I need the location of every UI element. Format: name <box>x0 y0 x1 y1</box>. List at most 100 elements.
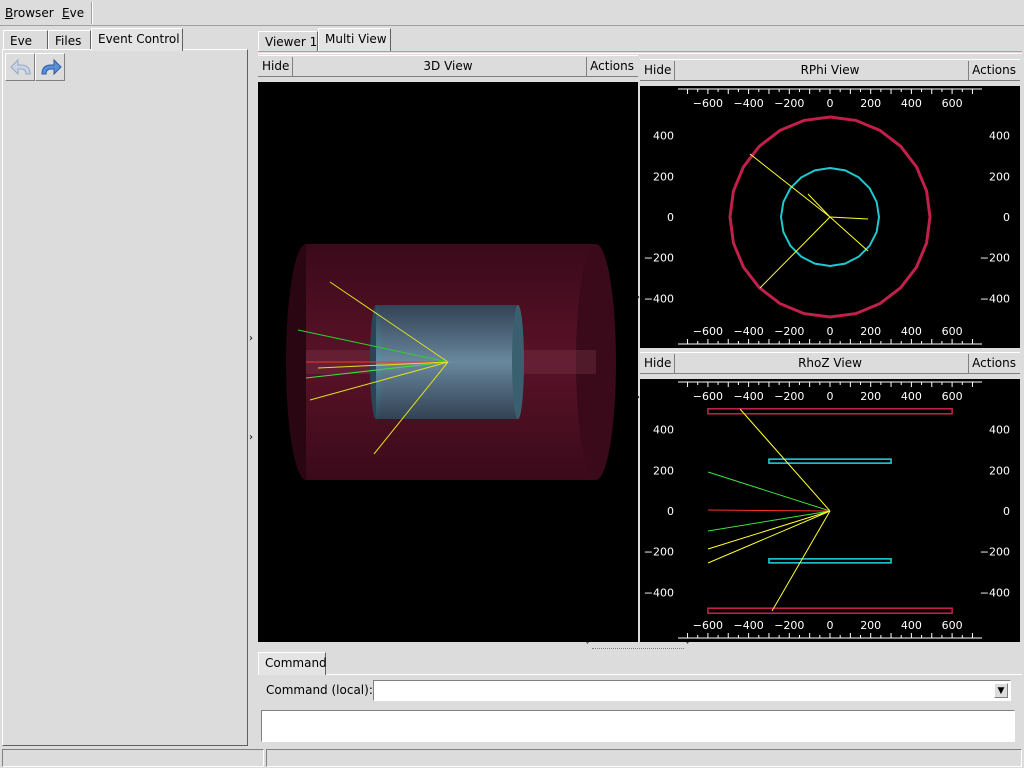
left-panel <box>2 49 248 746</box>
rhoz-tracks <box>707 408 831 612</box>
command-output <box>261 710 1015 742</box>
rphi-actions-button[interactable]: Actions <box>968 61 1019 80</box>
h-splitter[interactable] <box>592 648 684 649</box>
y-tick-label: 200 <box>989 170 1010 183</box>
y-tick-label: 0 <box>1003 505 1010 518</box>
rhoz-projection: −600 −600 −400 −400 −200 −200 0 0 200 200 400 400 60… <box>644 381 1010 639</box>
rhoz-canvas[interactable]: −600 −600 −400 −400 −200 −200 0 0 200 200 400 400 60… <box>640 379 1020 642</box>
forward-button[interactable] <box>35 53 65 81</box>
x-tick-label: −400 <box>733 619 763 632</box>
tab-files[interactable]: Files <box>48 30 91 51</box>
tab-strip-line <box>258 51 1022 54</box>
y-tick-label: −400 <box>644 586 674 599</box>
x-tick-label: 200 <box>860 390 881 403</box>
x-tick-label: 400 <box>901 325 922 338</box>
view3d-canvas[interactable] <box>258 82 638 642</box>
splitter-arrow-icon: › <box>636 292 640 303</box>
y-tick-label: 400 <box>653 424 674 437</box>
x-tick-label: −400 <box>733 390 763 403</box>
command-dropdown-button[interactable]: ▼ <box>994 683 1008 698</box>
view3d-hide-button[interactable]: Hide <box>259 57 294 76</box>
x-tick-label: 0 <box>827 619 834 632</box>
x-tick-label: −200 <box>774 390 804 403</box>
back-button[interactable] <box>5 53 35 81</box>
menu-eve[interactable]: Eve <box>62 6 85 20</box>
rphi-projection: −600 −600 −400 −400 −200 −200 0 0 200 200 400 400 60… <box>644 88 1010 345</box>
chevron-down-icon: ▼ <box>997 686 1005 696</box>
y-tick-label: −400 <box>980 292 1010 305</box>
rphi-tracks <box>749 153 869 289</box>
rhoz-actions-button[interactable]: Actions <box>968 354 1019 373</box>
menubar-separator <box>91 2 93 24</box>
rphi-axes: −600 −600 −400 −400 −200 −200 0 0 200 200 400 400 60… <box>644 88 1010 345</box>
command-label: Command (local): <box>266 683 373 697</box>
rphi-canvas[interactable]: −600 −600 −400 −400 −200 −200 0 0 200 200 400 400 60… <box>640 86 1020 348</box>
y-tick-label: 400 <box>989 424 1010 437</box>
tab-multi-view[interactable]: Multi View <box>318 28 391 51</box>
splitter-arrow-icon: ˅ <box>585 641 590 652</box>
tab-command[interactable]: Command <box>258 652 327 675</box>
x-tick-label: −200 <box>774 619 804 632</box>
rhoz-outer-detector-top <box>707 407 953 415</box>
rphi-title: RPhi View <box>800 63 860 77</box>
splitter-arrow-icon: ˅ <box>875 341 880 352</box>
tab-event-control[interactable]: Event Control <box>91 28 183 51</box>
y-tick-label: 0 <box>667 505 674 518</box>
status-cell <box>2 749 264 767</box>
tab-eve[interactable]: Eve <box>3 30 48 51</box>
y-tick-label: −200 <box>980 252 1010 265</box>
x-tick-label: −400 <box>733 325 763 338</box>
splitter-arrow-icon: › <box>249 333 253 344</box>
rhoz-header: RhoZ View Hide Actions <box>640 352 1020 374</box>
command-input[interactable]: ▼ <box>373 680 1011 701</box>
y-tick-label: 200 <box>653 464 674 477</box>
x-tick-label: −200 <box>774 97 804 110</box>
x-tick-label: 200 <box>860 97 881 110</box>
y-tick-label: −200 <box>980 546 1010 559</box>
splitter-arrow-icon: ˅ <box>775 341 780 352</box>
x-tick-label: 400 <box>901 619 922 632</box>
y-tick-label: 200 <box>653 170 674 183</box>
x-tick-label: 200 <box>860 619 881 632</box>
menu-browser[interactable]: Browser <box>5 6 54 20</box>
x-tick-label: −600 <box>693 390 723 403</box>
y-tick-label: 200 <box>989 464 1010 477</box>
rphi-inner-detector-ring <box>779 166 881 268</box>
x-tick-label: 600 <box>942 325 963 338</box>
splitter-arrow-icon: › <box>636 392 640 403</box>
y-tick-label: −400 <box>980 586 1010 599</box>
rhoz-hide-button[interactable]: Hide <box>641 354 676 373</box>
x-tick-label: −600 <box>693 97 723 110</box>
status-bar <box>0 748 1024 768</box>
y-tick-label: 0 <box>1003 211 1010 224</box>
menu-bar: Browser Eve <box>0 0 1024 26</box>
splitter-arrow-icon: › <box>249 432 253 443</box>
vertical-splitter[interactable]: › › <box>249 49 257 746</box>
rhoz-inner-detector-bottom <box>768 558 892 564</box>
x-tick-label: 400 <box>901 390 922 403</box>
x-tick-label: −600 <box>693 325 723 338</box>
x-tick-label: 600 <box>942 390 963 403</box>
x-tick-label: −200 <box>774 325 804 338</box>
command-panel <box>258 674 1022 746</box>
view3d-header: 3D View Hide Actions <box>258 55 638 77</box>
x-tick-label: 0 <box>827 97 834 110</box>
y-tick-label: 0 <box>667 211 674 224</box>
x-tick-label: 400 <box>901 97 922 110</box>
y-tick-label: 400 <box>653 130 674 143</box>
tab-viewer-1[interactable]: Viewer 1 <box>258 31 318 52</box>
view3d-title: 3D View <box>423 59 473 73</box>
view3d-actions-button[interactable]: Actions <box>586 57 637 76</box>
rhoz-title: RhoZ View <box>798 356 862 370</box>
x-tick-label: 0 <box>827 390 834 403</box>
rphi-header: RPhi View Hide Actions <box>640 59 1020 81</box>
rphi-hide-button[interactable]: Hide <box>641 61 676 80</box>
rphi-outer-detector-ring <box>728 115 932 319</box>
undo-arrow-icon <box>10 58 31 76</box>
view3d-scene <box>286 244 616 480</box>
y-tick-label: 400 <box>989 130 1010 143</box>
y-tick-label: −200 <box>644 252 674 265</box>
x-tick-label: 200 <box>860 325 881 338</box>
rhoz-outer-detector-bottom <box>707 607 953 615</box>
x-tick-label: 600 <box>942 619 963 632</box>
